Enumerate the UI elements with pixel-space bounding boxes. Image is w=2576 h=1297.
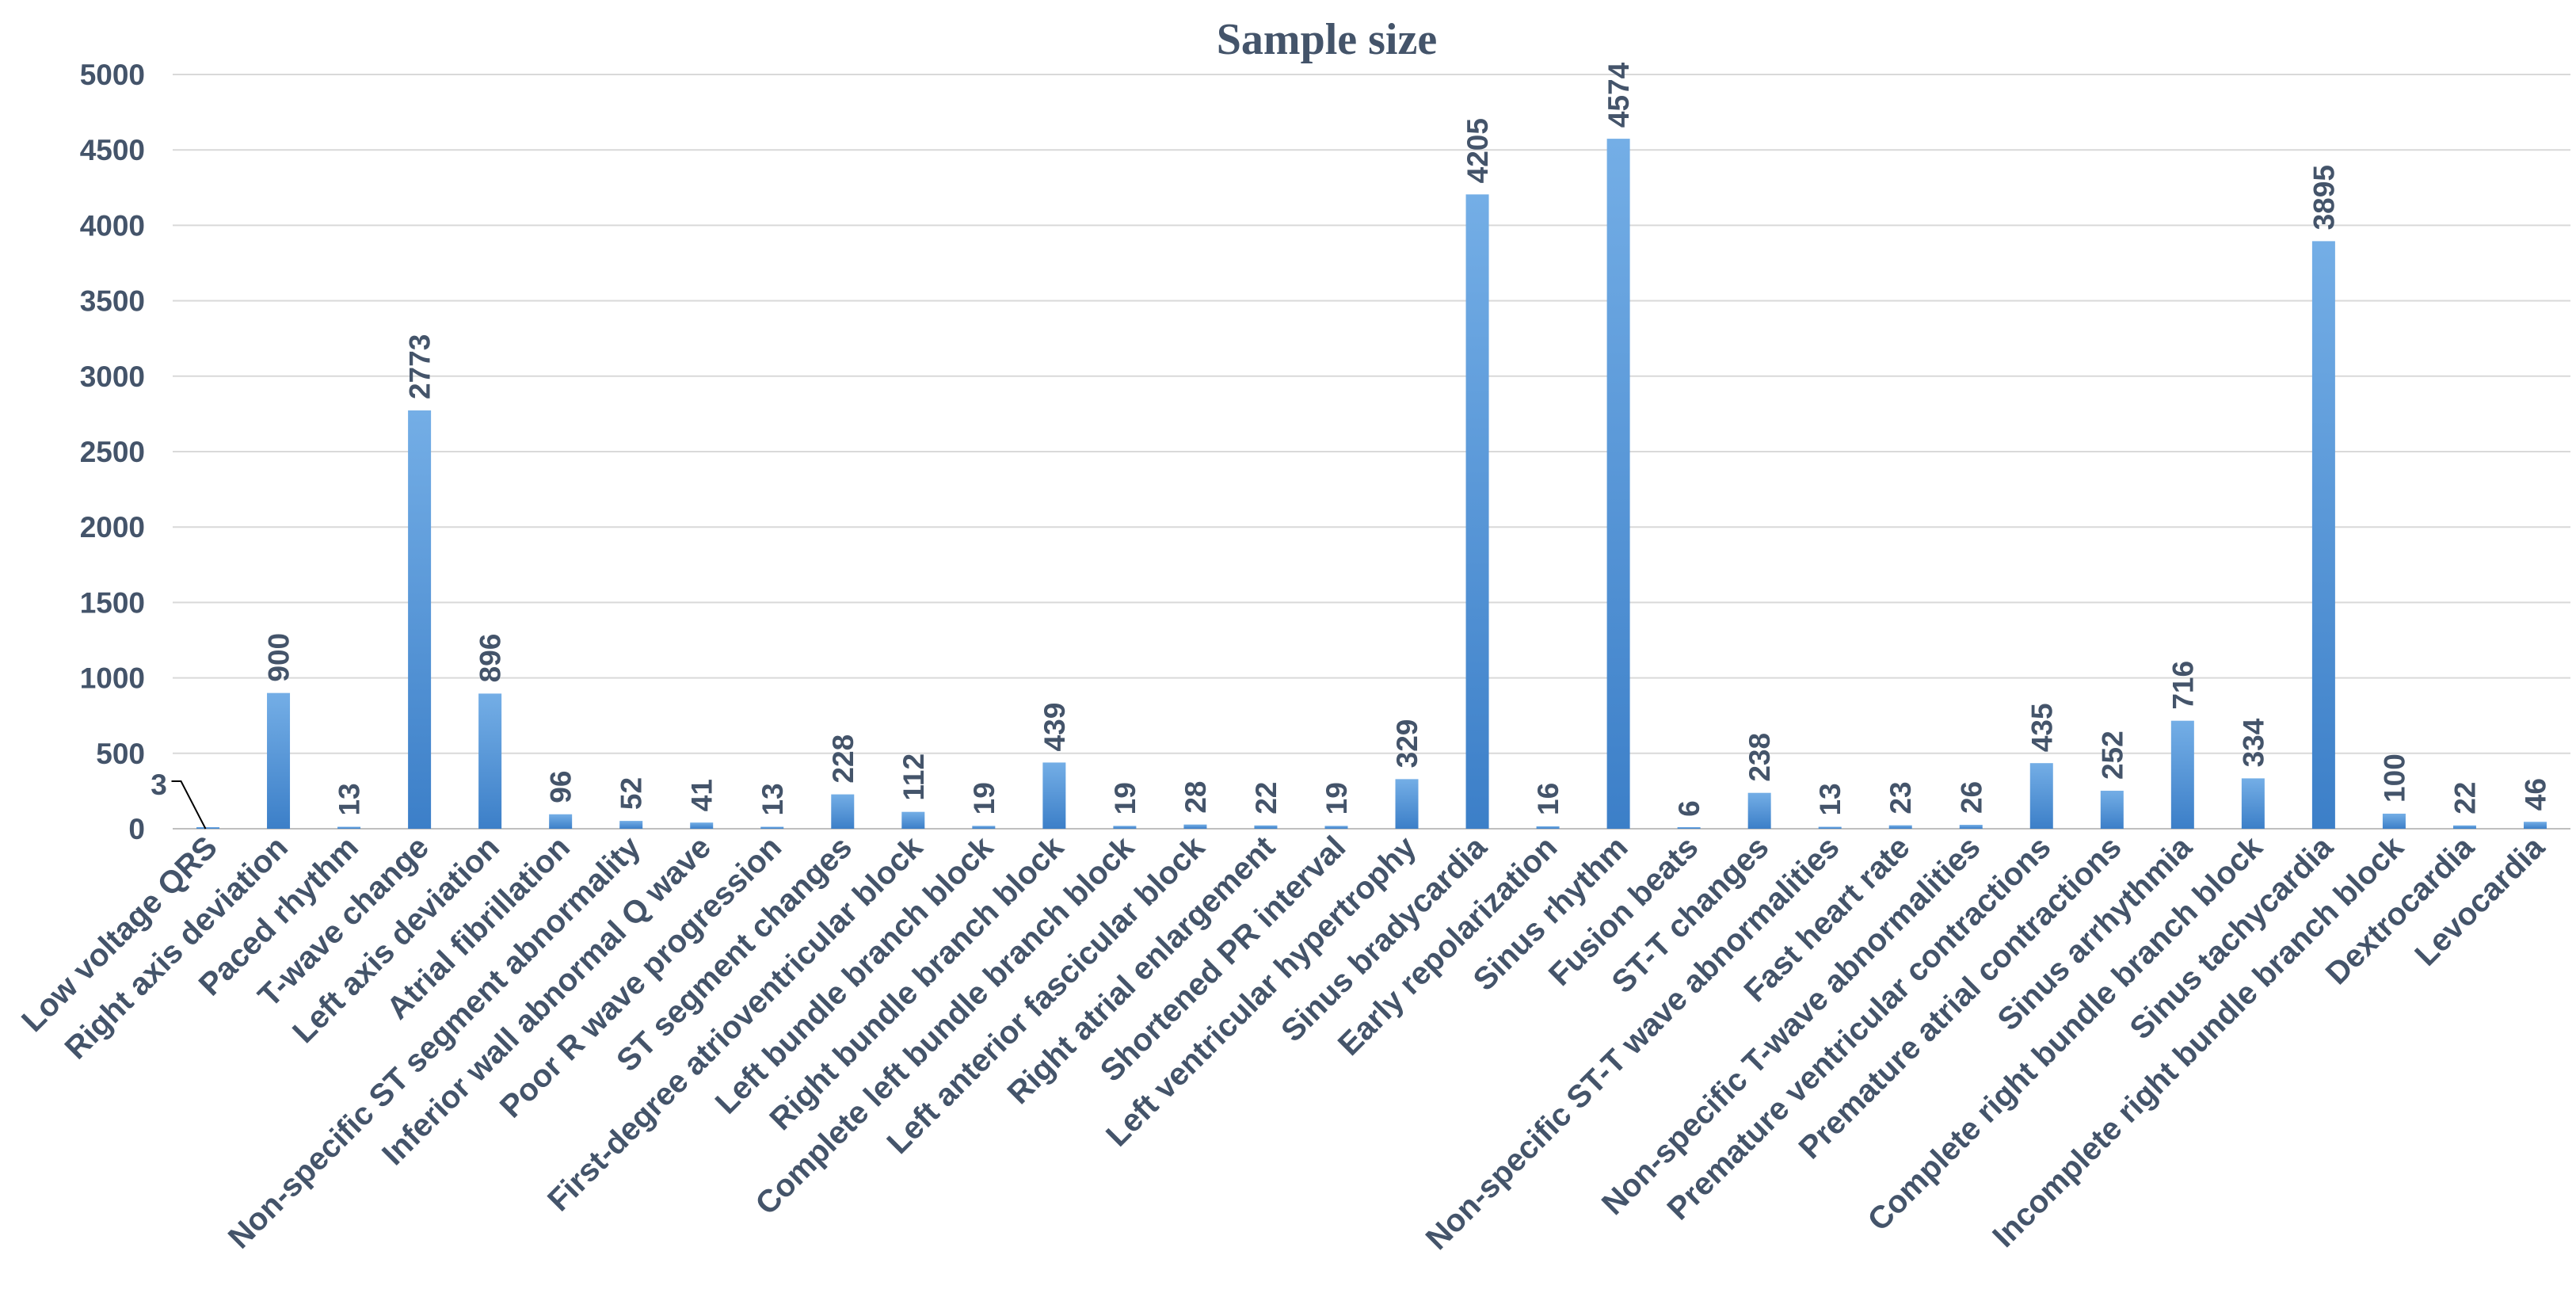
data-label: 228 xyxy=(827,734,859,784)
data-label: 46 xyxy=(2519,778,2551,811)
bar xyxy=(478,693,502,829)
bar xyxy=(831,794,855,829)
bar xyxy=(2382,813,2406,829)
bar xyxy=(1395,779,1419,829)
data-label: 435 xyxy=(2025,703,2058,752)
data-label: 22 xyxy=(2448,782,2481,814)
data-label: 19 xyxy=(1109,782,1141,814)
bar xyxy=(901,811,925,829)
bar xyxy=(972,826,996,829)
data-label: 100 xyxy=(2378,753,2410,803)
bar xyxy=(408,410,432,829)
bar xyxy=(2523,822,2547,829)
bar xyxy=(760,826,784,829)
bar xyxy=(267,692,291,829)
data-label: 19 xyxy=(1320,782,1353,814)
data-label: 112 xyxy=(897,753,930,801)
data-label: 3 xyxy=(151,769,167,801)
data-label: 13 xyxy=(333,783,366,815)
bar xyxy=(1536,826,1560,829)
bar xyxy=(1465,194,1489,830)
data-label: 52 xyxy=(615,777,648,810)
bar xyxy=(1818,826,1842,829)
data-label: 13 xyxy=(756,783,789,815)
y-tick-label: 4500 xyxy=(80,134,145,166)
data-label: 329 xyxy=(1391,719,1423,769)
gridlines xyxy=(173,74,2570,830)
bar xyxy=(2241,778,2265,829)
bar xyxy=(619,821,643,829)
data-label: 2773 xyxy=(404,334,436,399)
bar xyxy=(2311,241,2335,830)
data-label: 896 xyxy=(474,634,507,683)
y-tick-label: 3000 xyxy=(80,360,145,393)
bar xyxy=(2029,763,2053,829)
y-tick-label: 2500 xyxy=(80,436,145,468)
chart-title: Sample size xyxy=(1217,15,1437,64)
data-label: 4574 xyxy=(1602,62,1635,128)
y-tick-label: 0 xyxy=(128,813,145,845)
data-label: 439 xyxy=(1038,703,1071,752)
data-label: 22 xyxy=(1250,782,1282,814)
y-tick-label: 1500 xyxy=(80,586,145,619)
bar xyxy=(1747,792,1771,829)
bar xyxy=(2100,791,2124,829)
data-label: 900 xyxy=(263,633,295,682)
bar xyxy=(1959,825,1983,829)
y-tick-label: 1000 xyxy=(80,662,145,695)
bar xyxy=(1113,826,1137,829)
y-tick-label: 3500 xyxy=(80,285,145,318)
data-label: 41 xyxy=(686,779,718,811)
bar xyxy=(1677,827,1701,829)
bar xyxy=(337,826,361,829)
data-label: 96 xyxy=(545,771,577,803)
y-tick-label: 4000 xyxy=(80,209,145,242)
data-label: 13 xyxy=(1814,783,1846,815)
bar xyxy=(549,814,573,829)
bar xyxy=(1254,825,1278,829)
y-tick-label: 500 xyxy=(96,738,145,770)
y-tick-label: 5000 xyxy=(80,59,145,91)
bar xyxy=(690,822,714,829)
label-leader-line xyxy=(171,780,207,830)
bar xyxy=(196,827,220,829)
bar xyxy=(2452,825,2476,829)
bar xyxy=(1606,139,1630,829)
data-label: 252 xyxy=(2096,731,2128,780)
data-label: 23 xyxy=(1884,781,1917,814)
data-label: 716 xyxy=(2166,661,2199,710)
y-tick-label: 2000 xyxy=(80,511,145,544)
bar xyxy=(2170,720,2194,829)
bar xyxy=(1042,762,1066,829)
data-label: 6 xyxy=(1673,800,1705,817)
data-label: 28 xyxy=(1179,781,1212,814)
data-label: 238 xyxy=(1743,733,1776,782)
data-label: 16 xyxy=(1532,783,1564,815)
data-label: 334 xyxy=(2237,718,2269,767)
bar xyxy=(1324,826,1348,829)
bar xyxy=(1888,825,1912,829)
data-labels: 3 900 13 2773 896 96 52 41 13 228 112 19 439 19 28 22 19… xyxy=(151,62,2551,830)
bars xyxy=(196,139,2547,830)
data-label: 19 xyxy=(968,782,1000,814)
data-label: 4205 xyxy=(1461,118,1494,183)
y-axis-ticks: 0 500 1000 1500 2000 2500 3000 3500 4000 4500 5000 xyxy=(80,59,145,845)
data-label: 26 xyxy=(1955,781,1987,814)
bar xyxy=(1183,824,1207,829)
data-label: 3895 xyxy=(2307,165,2340,230)
